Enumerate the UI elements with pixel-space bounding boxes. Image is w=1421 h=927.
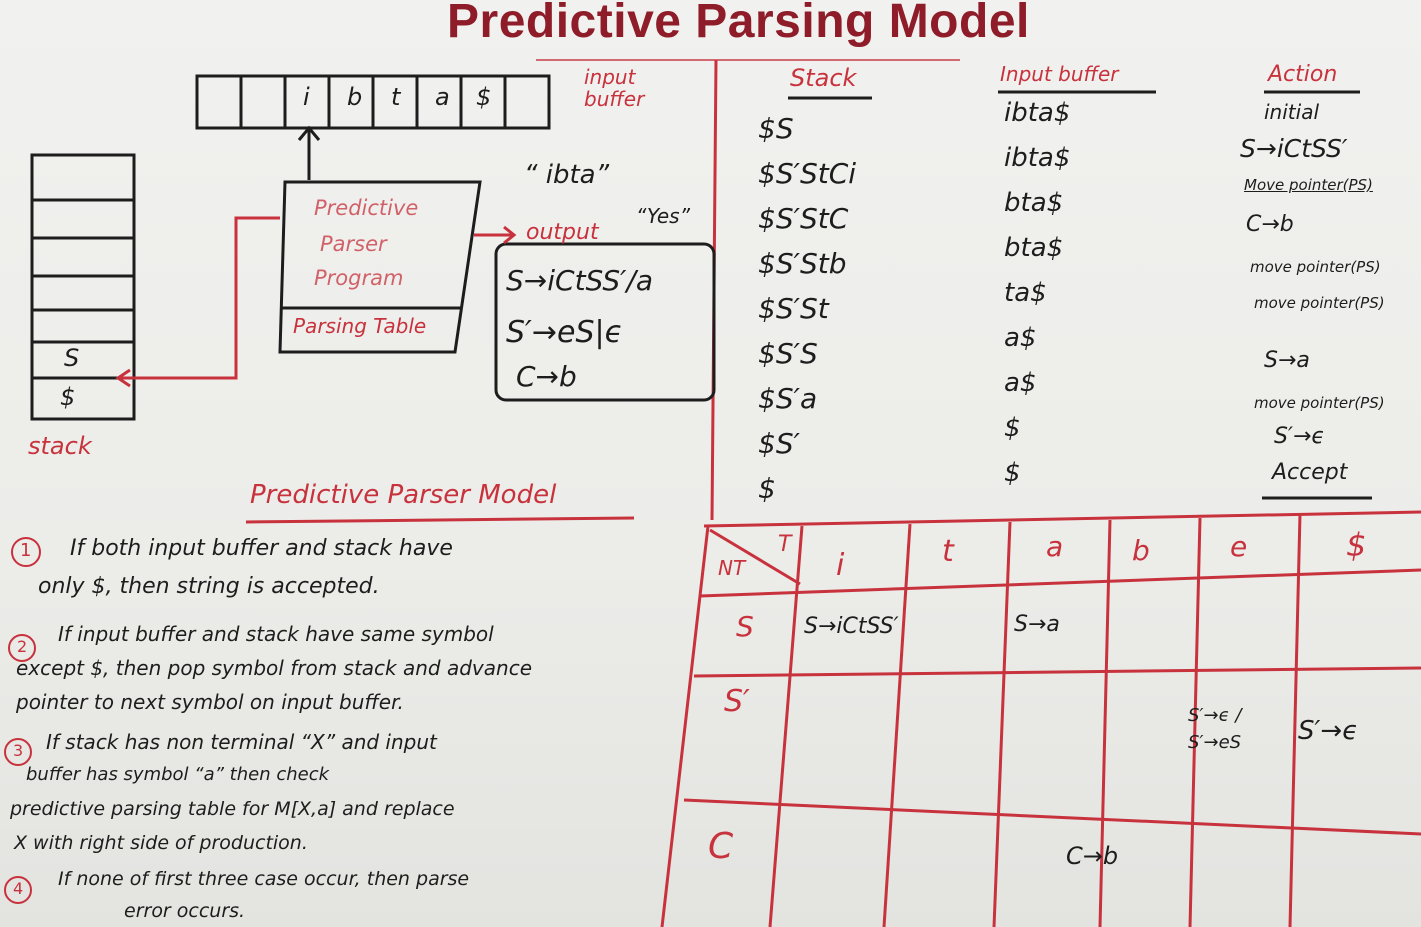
trace-header-action: Action (1268, 62, 1338, 87)
stack-label: stack (28, 432, 92, 460)
input-buffer-cell: t (391, 83, 401, 111)
trace-stack-column: $S $S′StCi $S′StC $S′Stb $S′St $S′S $S′a… (758, 112, 856, 508)
trace-stack-entry: $S′StCi (758, 157, 857, 190)
trace-input-entry: $ (1004, 413, 1021, 443)
table-column-header: e (1230, 530, 1248, 563)
program-label-line: Predictive (314, 196, 419, 220)
table-column-header: b (1132, 534, 1150, 567)
trace-input-entry: a$ (1004, 323, 1037, 353)
rule-line: only $, then string is accepted. (38, 574, 380, 599)
trace-stack-entry: $S′StC (758, 202, 849, 235)
rule-line: pointer to next symbol on input buffer. (16, 690, 404, 714)
rule-line: except $, then pop symbol from stack and… (16, 656, 532, 680)
rule-number: 2 (17, 637, 28, 656)
rule-line: error occurs. (124, 900, 246, 922)
stack-cell: S (64, 344, 80, 372)
trace-input-entry: ibta$ (1004, 143, 1071, 173)
trace-stack-entry: $S′Stb (758, 247, 847, 280)
rule-number: 4 (13, 879, 24, 898)
table-column-header: i (836, 548, 845, 583)
trace-header-stack: Stack (790, 64, 857, 92)
trace-input-entry: a$ (1004, 368, 1037, 398)
trace-header-input: Input buffer (1000, 62, 1119, 86)
trace-action-entry: S→iCtSS′ (1240, 134, 1348, 163)
rule-number: 3 (13, 741, 24, 760)
trace-action-entry: move pointer(PS) (1254, 294, 1385, 312)
table-entry: S→a (1014, 612, 1060, 637)
input-buffer-label: input buffer (584, 65, 645, 111)
input-buffer-cell: b (347, 83, 363, 111)
rule-line: predictive parsing table for M[X,a] and … (10, 798, 455, 820)
page-title: Predictive Parsing Model (447, 0, 1030, 48)
input-buffer-cell: i (303, 83, 310, 111)
trace-stack-entry: $S′S (758, 337, 818, 370)
rule-line: If stack has non terminal “X” and input (46, 730, 437, 754)
grammar-production: C→b (516, 360, 577, 393)
rule-line: If input buffer and stack have same symb… (58, 622, 494, 646)
rule-line: If both input buffer and stack have (70, 536, 453, 561)
stack-cell: $ (60, 383, 76, 411)
trace-stack-entry: $S (758, 112, 794, 145)
input-string: “ ibta” (524, 160, 610, 190)
trace-stack-entry: $ (758, 472, 776, 505)
table-entry: S′→ϵ / S′→eS (1188, 705, 1242, 753)
table-row-header: S (736, 610, 754, 643)
trace-action-entry: Move pointer(PS) (1244, 176, 1373, 194)
trace-input-column: ibta$ ibta$ bta$ bta$ ta$ a$ a$ $ $ (1004, 98, 1070, 494)
input-buffer-cell: $ (476, 83, 492, 111)
table-row-header: S′ (724, 684, 750, 719)
rule-number: 1 (20, 540, 32, 561)
trace-input-entry: $ (1004, 458, 1021, 488)
trace-stack-entry: $S′a (758, 382, 818, 415)
rule-line: buffer has symbol “a” then check (26, 764, 330, 785)
output-label: output (526, 220, 599, 245)
table-entry: C→b (1066, 842, 1119, 870)
table-entry: S→iCtSS′ (804, 614, 899, 639)
table-corner-nt: NT (718, 556, 746, 580)
rule-line: X with right side of production. (14, 832, 308, 854)
trace-action-entry: C→b (1246, 212, 1294, 237)
table-column-header: a (1046, 530, 1064, 563)
trace-input-entry: bta$ (1004, 233, 1064, 263)
table-column-header: $ (1346, 526, 1367, 564)
input-buffer-cell: a (435, 83, 450, 111)
trace-input-entry: ibta$ (1004, 98, 1071, 128)
rule-line: If none of first three case occur, then … (58, 868, 470, 890)
trace-action-entry: move pointer(PS) (1250, 258, 1381, 276)
table-corner-t: T (778, 532, 792, 557)
trace-action-entry: initial (1264, 100, 1319, 124)
program-label-line: Program (314, 266, 404, 290)
trace-input-entry: ta$ (1004, 278, 1047, 308)
table-column-header: t (942, 534, 954, 569)
grammar-production: S′→eS|ϵ (506, 315, 624, 350)
trace-input-entry: bta$ (1004, 188, 1064, 218)
trace-action-entry: S→a (1264, 348, 1310, 373)
trace-stack-entry: $S′ (758, 427, 800, 460)
trace-action-entry: S′→ϵ (1274, 424, 1325, 449)
table-entry: S′→ϵ (1298, 716, 1359, 746)
notes-heading: Predictive Parser Model (250, 480, 557, 510)
grammar-production: S→iCtSS′/a (506, 264, 654, 297)
trace-stack-entry: $S′St (758, 292, 829, 325)
parsing-table-label: Parsing Table (293, 314, 427, 338)
trace-action-entry: move pointer(PS) (1254, 394, 1385, 412)
program-label-line: Parser (320, 232, 387, 256)
trace-action-entry: Accept (1272, 460, 1348, 485)
output-value: “Yes” (636, 204, 690, 228)
table-row-header: C (708, 826, 734, 867)
